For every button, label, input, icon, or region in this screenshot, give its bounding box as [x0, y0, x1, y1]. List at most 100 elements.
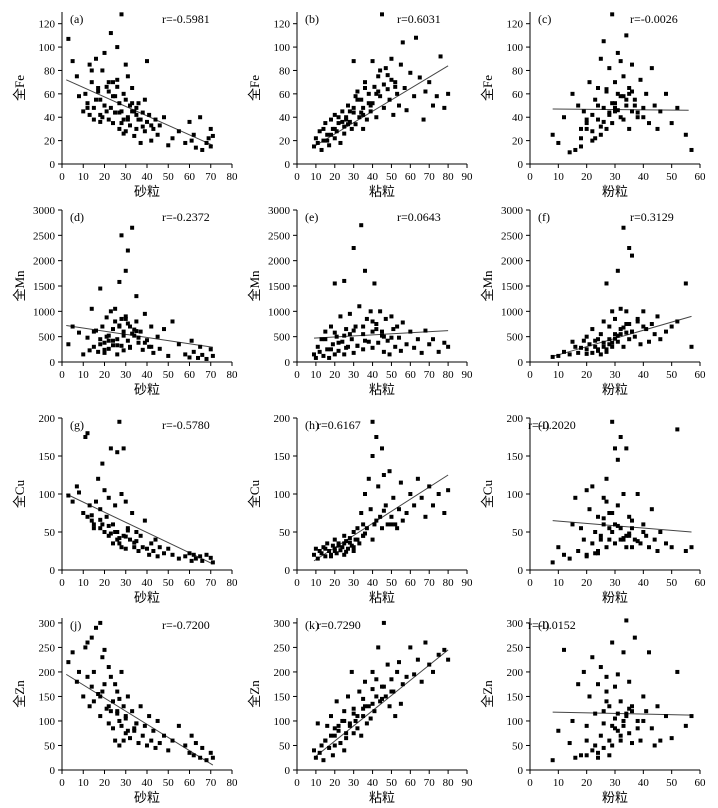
scatter-point [655, 126, 660, 131]
scatter-point [119, 669, 124, 674]
scatter-point [380, 526, 384, 531]
scatter-point [327, 745, 332, 750]
scatter-point [336, 348, 341, 353]
scatter-point [132, 728, 137, 733]
scatter-point [395, 324, 400, 329]
panel-label: (l) [538, 618, 549, 632]
scatter-point [550, 354, 555, 359]
scatter-point [366, 101, 371, 106]
scatter-point [312, 748, 316, 753]
scatter-point [664, 714, 668, 719]
scatter-point [130, 101, 135, 106]
scatter-point [655, 704, 660, 709]
scatter-point [584, 351, 589, 356]
scatter-point [610, 121, 615, 126]
scatter-point [115, 337, 120, 342]
scatter-point [598, 537, 603, 542]
scatter-point [644, 327, 649, 332]
chart-panel: 0 10 20 30 40 50 60 70 80 90 0 50 100 150 200 粘粒 全Cu (h)r… [247, 413, 473, 605]
scatter-point [361, 324, 366, 329]
scatter-point [115, 343, 120, 348]
y-tick-label: 120 [39, 19, 56, 31]
scatter-point [329, 117, 333, 122]
scatter-point [200, 745, 205, 750]
scatter-point [630, 518, 634, 523]
scatter-point [130, 709, 135, 714]
scatter-point [351, 246, 356, 250]
scatter-point [77, 330, 81, 335]
x-tick-label: 40 [638, 369, 650, 381]
y-tick-label: 1000 [33, 306, 56, 318]
scatter-point [323, 329, 328, 334]
correlation-coefficient: r=-0.0152 [528, 618, 576, 632]
scatter-point [378, 514, 383, 519]
scatter-point [604, 545, 609, 550]
scatter-point [355, 97, 360, 102]
scatter-point [166, 748, 171, 753]
x-tick-label: 50 [386, 777, 398, 789]
scatter-point [624, 618, 629, 623]
x-tick-label: 90 [462, 369, 474, 381]
scatter-point [385, 522, 390, 527]
scatter-point [641, 522, 646, 527]
scatter-point [85, 335, 90, 340]
scatter-point [368, 109, 373, 114]
scatter-point [573, 495, 578, 500]
scatter-point [340, 109, 345, 114]
scatter-point [170, 738, 175, 743]
x-tick-label: 20 [581, 369, 593, 381]
scatter-point [136, 335, 141, 340]
scatter-point [149, 138, 154, 143]
scatter-point [400, 40, 405, 45]
scatter-point [398, 348, 403, 353]
scatter-point [87, 704, 92, 709]
scatter-point [142, 340, 147, 345]
y-tick-label: 250 [274, 642, 291, 654]
scatter-point [125, 338, 130, 343]
scatter-point [621, 492, 626, 496]
scatter-point [344, 117, 349, 122]
scatter-point [372, 281, 377, 286]
scatter-point [624, 97, 629, 102]
scatter-point [108, 31, 113, 36]
scatter-point [357, 115, 362, 120]
scatter-point [641, 105, 646, 110]
scatter-point [630, 89, 634, 94]
scatter-point [359, 97, 364, 102]
scatter-point [100, 461, 105, 466]
scatter-point [342, 748, 347, 753]
scatter-point [210, 133, 215, 138]
scatter-point [113, 738, 118, 743]
scatter-point [128, 123, 132, 128]
scatter-point [598, 733, 603, 738]
scatter-point [604, 89, 609, 94]
scatter-point [317, 349, 322, 354]
scatter-point [615, 457, 620, 462]
scatter-point [584, 126, 589, 131]
x-tick-label: 40 [367, 171, 379, 183]
panel-label: (b) [305, 12, 319, 26]
scatter-point [630, 329, 634, 334]
scatter-point [98, 620, 103, 625]
scatter-point [419, 679, 424, 684]
scatter-point [115, 711, 120, 716]
scatter-point [130, 86, 135, 90]
scatter-point [138, 704, 143, 709]
scatter-point [130, 225, 135, 230]
scatter-point [351, 530, 356, 534]
y-tick-label: 80 [279, 65, 291, 77]
x-tick-label: 20 [329, 171, 341, 183]
scatter-point [419, 495, 424, 500]
scatter-point [98, 97, 103, 102]
scatter-point [431, 669, 435, 674]
scatter-point [584, 738, 589, 743]
scatter-point [607, 511, 612, 515]
x-axis-label: 砂粒 [134, 590, 160, 605]
y-tick-label: 500 [39, 332, 56, 344]
scatter-point [587, 694, 592, 699]
scatter-point [385, 87, 390, 92]
scatter-point [644, 533, 649, 538]
scatter-point [155, 554, 160, 559]
scatter-point [313, 755, 318, 760]
x-tick-label: 60 [695, 369, 707, 381]
